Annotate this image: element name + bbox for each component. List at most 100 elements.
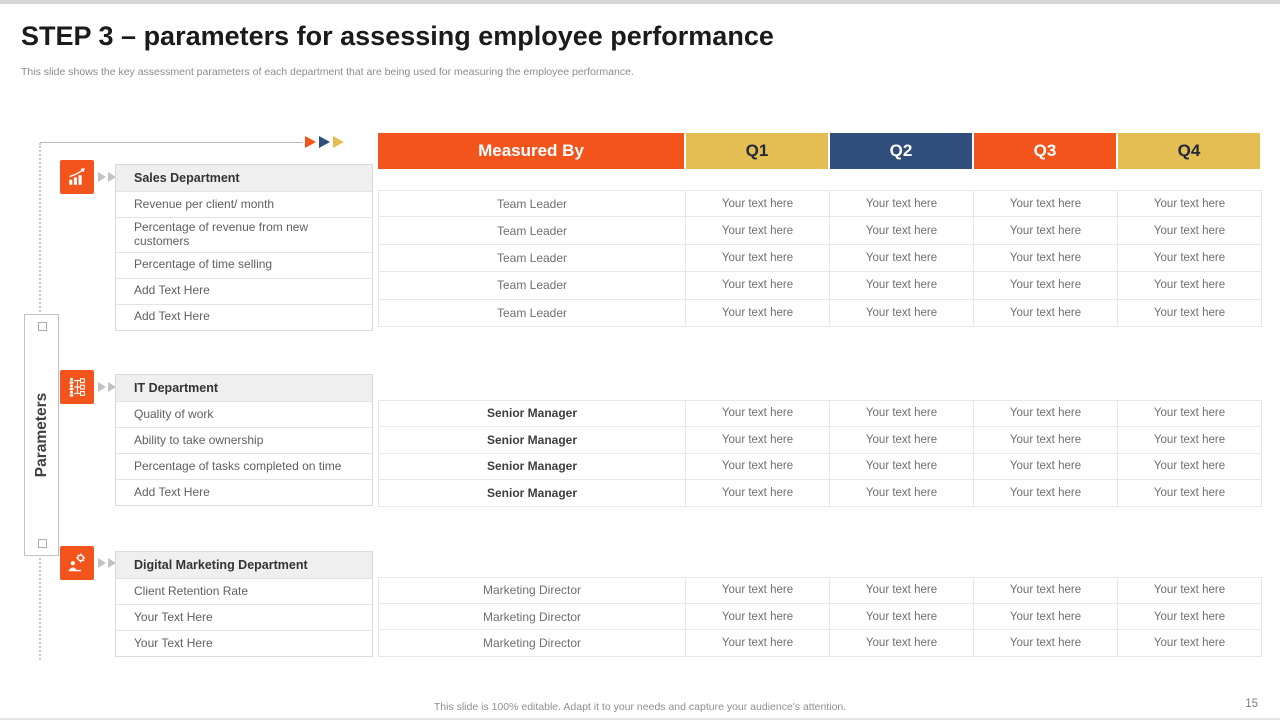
placeholder-cell[interactable]: Your text here	[1118, 630, 1262, 658]
placeholder-cell[interactable]: Your text here	[1118, 453, 1262, 481]
double-chevron-icon	[98, 382, 118, 392]
arrow-orange-icon	[305, 136, 316, 148]
placeholder-cell[interactable]: Your text here	[1118, 217, 1262, 245]
parameter-item: Quality of work	[116, 401, 372, 427]
placeholder-cell[interactable]: Your text here	[1118, 426, 1262, 454]
placeholder-cell[interactable]: Your text here	[686, 244, 830, 273]
placeholder-cell[interactable]: Your text here	[830, 299, 974, 328]
placeholder-cell[interactable]: Your text here	[830, 453, 974, 481]
placeholder-cell[interactable]: Your text here	[1118, 400, 1262, 427]
bar-chart-growth-icon	[60, 160, 94, 194]
placeholder-cell[interactable]: Your text here	[830, 480, 974, 507]
placeholder-cell[interactable]: Your text here	[974, 190, 1118, 218]
placeholder-cell[interactable]: Your text here	[974, 603, 1118, 631]
placeholder-cell[interactable]: Your text here	[830, 400, 974, 427]
department-title: Digital Marketing Department	[116, 552, 372, 578]
table-header-row: Measured By Q1 Q2 Q3 Q4	[378, 133, 1262, 169]
placeholder-cell[interactable]: Your text here	[686, 577, 830, 604]
parameter-item: Percentage of tasks completed on time	[116, 453, 372, 479]
table-row: Senior Manager Your text here Your text he…	[378, 480, 1262, 507]
placeholder-cell[interactable]: Your text here	[974, 630, 1118, 658]
placeholder-cell[interactable]: Your text here	[686, 630, 830, 658]
placeholder-cell[interactable]: Your text here	[686, 217, 830, 245]
placeholder-cell[interactable]: Your text here	[830, 244, 974, 273]
placeholder-cell[interactable]: Your text here	[1118, 272, 1262, 300]
assessment-grid: Team Leader Your text here Your text here Y…	[378, 190, 1262, 328]
table-row: Team Leader Your text here Your text here Y…	[378, 299, 1262, 328]
person-gear-icon	[60, 546, 94, 580]
parameter-placeholder[interactable]: Add Text Here	[116, 479, 372, 505]
table-row: Senior Manager Your text here Your text he…	[378, 453, 1262, 481]
placeholder-cell[interactable]: Your text here	[974, 244, 1118, 273]
measured-by-cell: Team Leader	[378, 190, 686, 218]
placeholder-cell[interactable]: Your text here	[830, 577, 974, 604]
parameter-placeholder[interactable]: Your Text Here	[116, 604, 372, 630]
table-row: Marketing Director Your text here Your tex…	[378, 577, 1262, 604]
measured-by-cell: Team Leader	[378, 217, 686, 245]
parameter-placeholder[interactable]: Add Text Here	[116, 303, 372, 330]
placeholder-cell[interactable]: Your text here	[1118, 190, 1262, 218]
measured-by-cell: Team Leader	[378, 272, 686, 300]
department-list: IT Department Quality of work Ability to t…	[115, 374, 373, 506]
placeholder-cell[interactable]: Your text here	[830, 630, 974, 658]
parameter-placeholder[interactable]: Your Text Here	[116, 630, 372, 656]
placeholder-cell[interactable]: Your text here	[1118, 577, 1262, 604]
placeholder-cell[interactable]: Your text here	[686, 190, 830, 218]
placeholder-cell[interactable]: Your text here	[974, 426, 1118, 454]
column-header-measured-by: Measured By	[378, 133, 684, 169]
chevron-right-icon	[108, 558, 116, 568]
placeholder-cell[interactable]: Your text here	[686, 426, 830, 454]
parameter-item: Revenue per client/ month	[116, 191, 372, 217]
placeholder-cell[interactable]: Your text here	[686, 603, 830, 631]
placeholder-cell[interactable]: Your text here	[974, 400, 1118, 427]
placeholder-cell[interactable]: Your text here	[830, 603, 974, 631]
placeholder-cell[interactable]: Your text here	[830, 190, 974, 218]
placeholder-cell[interactable]: Your text here	[974, 272, 1118, 300]
chevron-right-icon	[98, 172, 106, 182]
placeholder-cell[interactable]: Your text here	[1118, 299, 1262, 328]
measured-by-cell: Team Leader	[378, 299, 686, 328]
table-row: Team Leader Your text here Your text here Y…	[378, 244, 1262, 273]
arrow-yellow-icon	[333, 136, 344, 148]
placeholder-cell[interactable]: Your text here	[686, 480, 830, 507]
placeholder-cell[interactable]: Your text here	[974, 217, 1118, 245]
placeholder-cell[interactable]: Your text here	[1118, 480, 1262, 507]
table-row: Team Leader Your text here Your text here Y…	[378, 190, 1262, 218]
column-header-q3: Q3	[974, 133, 1116, 169]
resize-handle-icon	[37, 539, 47, 548]
table-row: Marketing Director Your text here Your tex…	[378, 630, 1262, 658]
chevron-right-icon	[108, 172, 116, 182]
measured-by-cell: Senior Manager	[378, 480, 686, 507]
placeholder-cell[interactable]: Your text here	[1118, 603, 1262, 631]
placeholder-cell[interactable]: Your text here	[974, 577, 1118, 604]
placeholder-cell[interactable]: Your text here	[686, 299, 830, 328]
chevron-right-icon	[98, 382, 106, 392]
measured-by-cell: Senior Manager	[378, 453, 686, 481]
placeholder-cell[interactable]: Your text here	[830, 217, 974, 245]
department-list: Digital Marketing Department Client Reten…	[115, 551, 373, 657]
placeholder-cell[interactable]: Your text here	[686, 400, 830, 427]
placeholder-cell[interactable]: Your text here	[686, 272, 830, 300]
placeholder-cell[interactable]: Your text here	[974, 480, 1118, 507]
parameters-sidebar-box: Parameters	[24, 314, 59, 556]
measured-by-cell: Marketing Director	[378, 577, 686, 604]
placeholder-cell[interactable]: Your text here	[830, 426, 974, 454]
parameter-item: Percentage of revenue from new customers	[116, 217, 372, 252]
parameter-placeholder[interactable]: Add Text Here	[116, 277, 372, 304]
slide-top-edge	[0, 0, 1280, 4]
arrow-navy-icon	[319, 136, 330, 148]
placeholder-cell[interactable]: Your text here	[974, 453, 1118, 481]
placeholder-cell[interactable]: Your text here	[830, 272, 974, 300]
table-row: Senior Manager Your text here Your text he…	[378, 426, 1262, 454]
slide-subtitle: This slide shows the key assessment para…	[21, 66, 634, 78]
table-row: Team Leader Your text here Your text here Y…	[378, 217, 1262, 245]
parameter-item: Ability to take ownership	[116, 427, 372, 453]
measured-by-cell: Senior Manager	[378, 426, 686, 454]
assessment-grid: Senior Manager Your text here Your text he…	[378, 400, 1262, 507]
placeholder-cell[interactable]: Your text here	[1118, 244, 1262, 273]
placeholder-cell[interactable]: Your text here	[974, 299, 1118, 328]
slide-bottom-edge	[0, 718, 1280, 720]
resize-handle-icon	[37, 322, 47, 331]
placeholder-cell[interactable]: Your text here	[686, 453, 830, 481]
